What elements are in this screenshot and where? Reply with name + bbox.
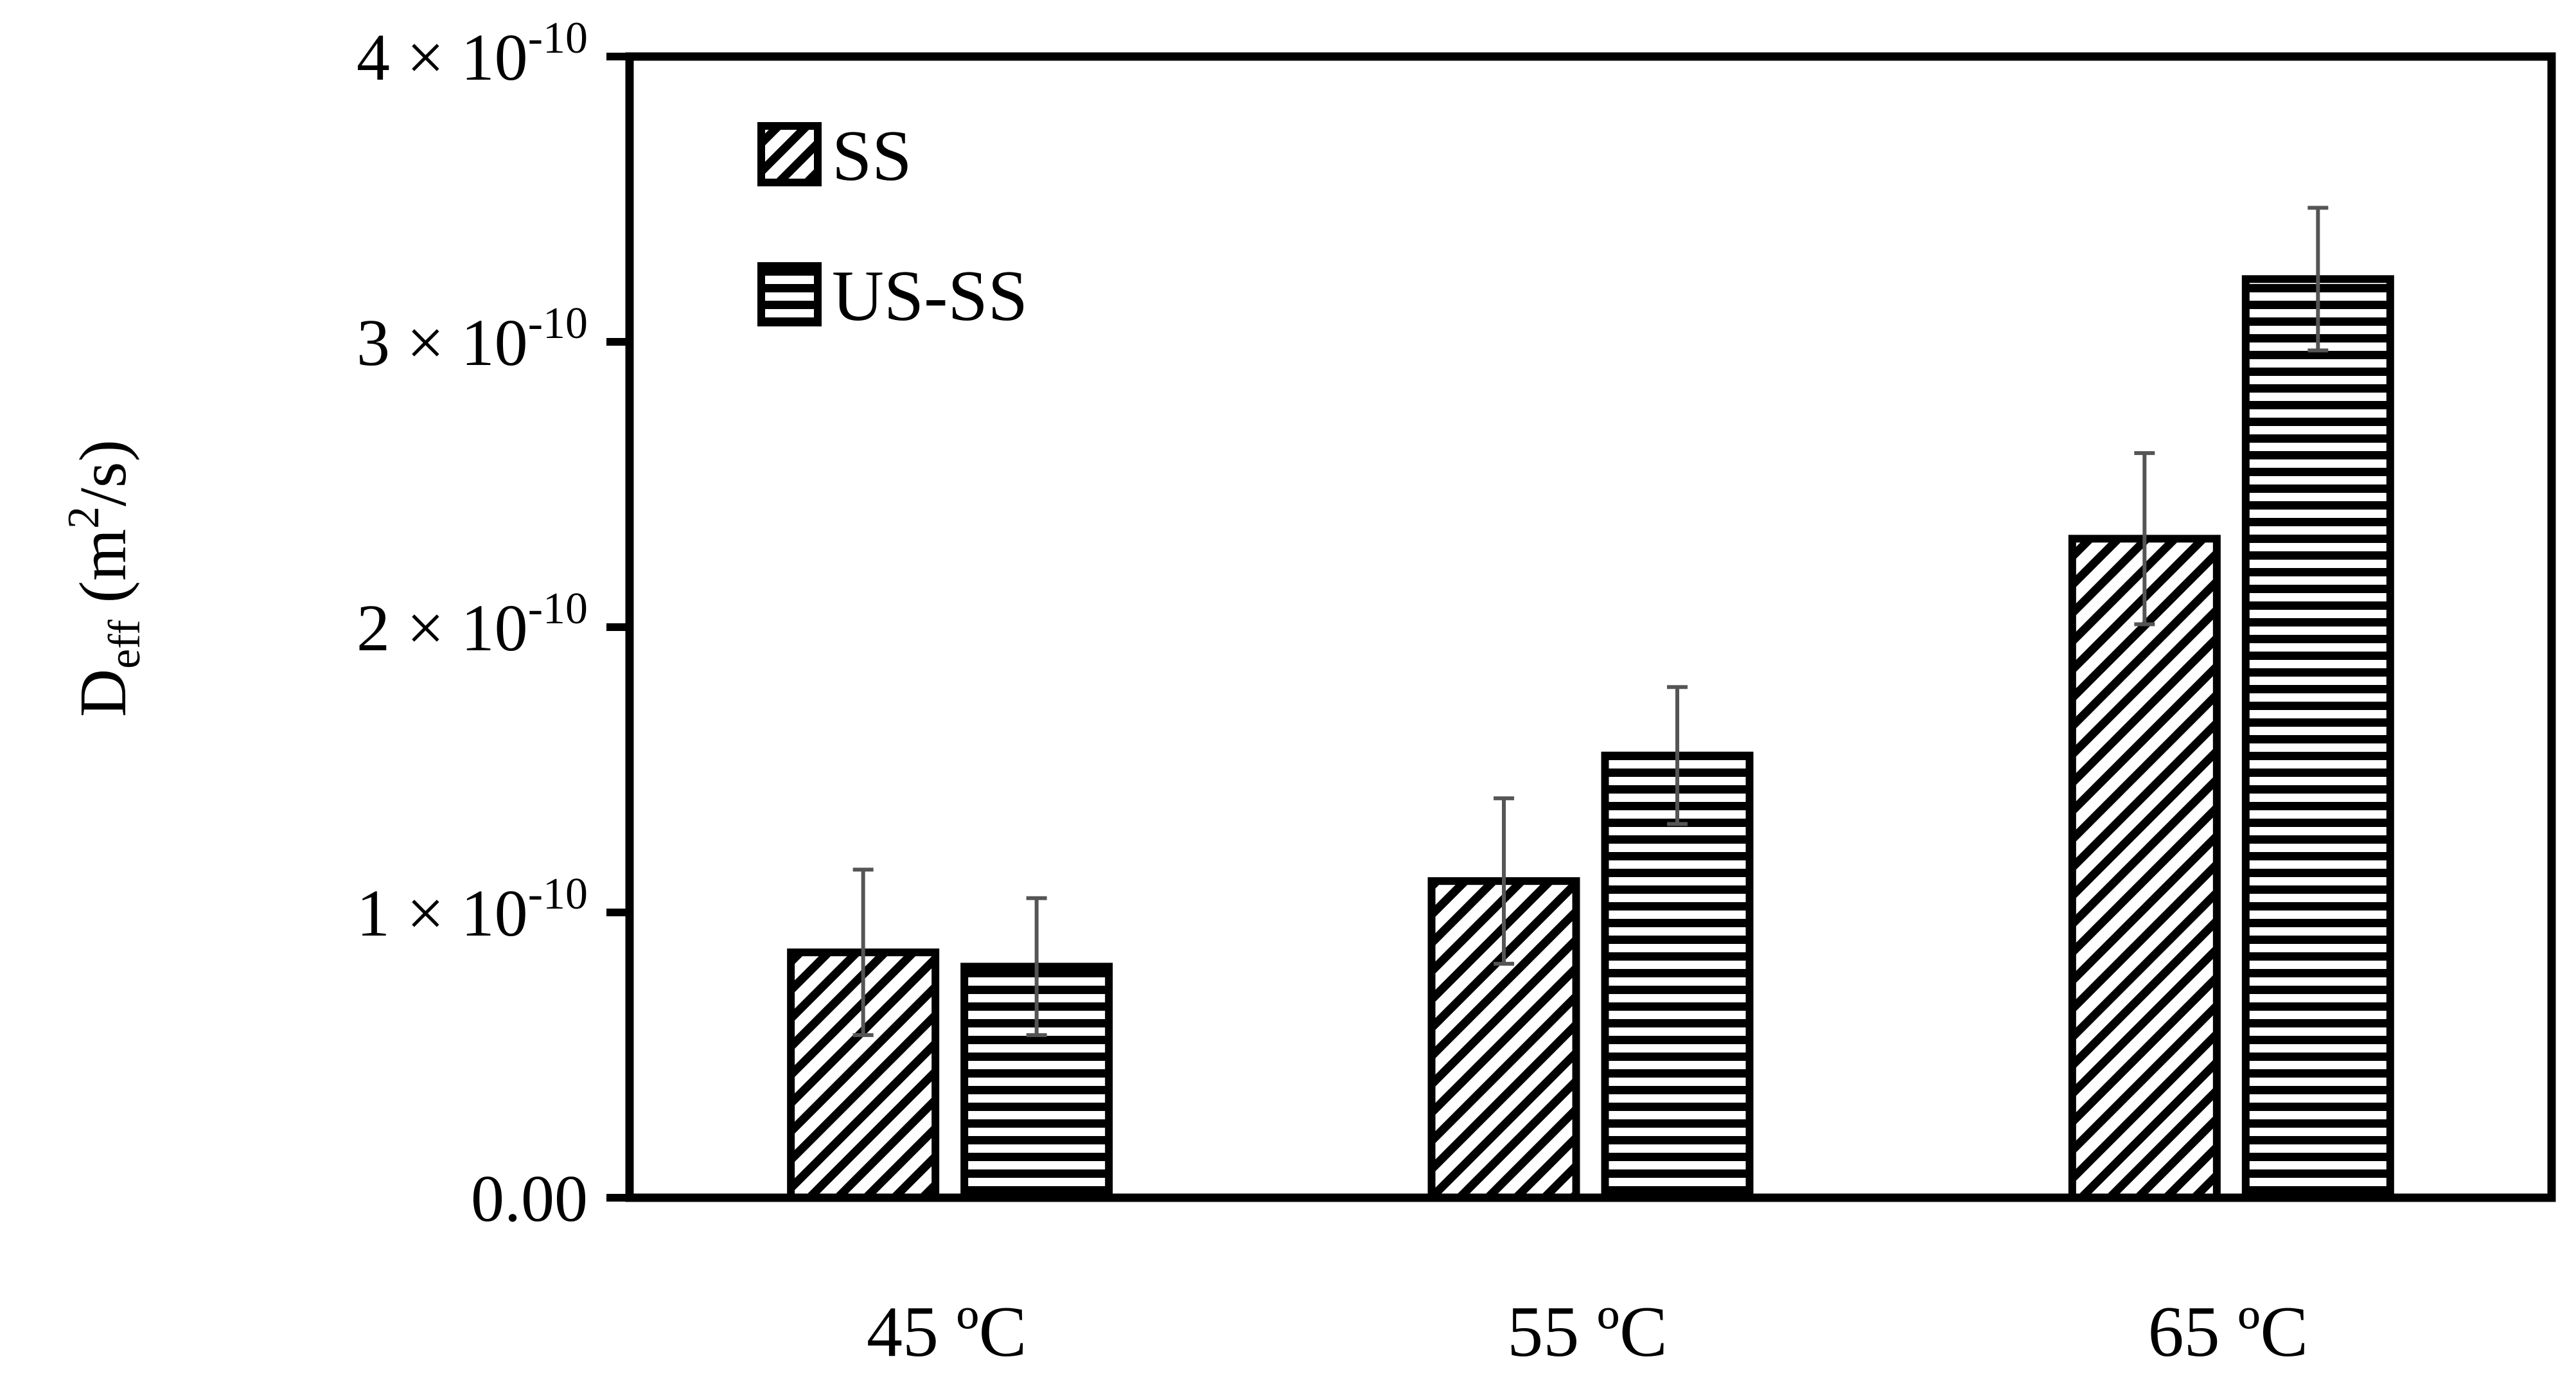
error-bar-us-ss-3 bbox=[2307, 206, 2329, 353]
y-axis-ticks bbox=[606, 53, 630, 1202]
y-tick-label-0: 0.00 bbox=[471, 1162, 588, 1236]
error-bar-ss-2 bbox=[1494, 796, 1514, 966]
bar-ss-3 bbox=[2068, 535, 2221, 1202]
legend-item-us-ss: US-SS bbox=[757, 256, 1028, 336]
y-tick-label-4: 4 × 10-10 bbox=[357, 13, 588, 94]
y-tick-mantissa: 3 × 10 bbox=[357, 306, 528, 380]
x-axis-tick-labels: 45 ºC 55 ºC 65 ºC bbox=[867, 1292, 2308, 1372]
x-tick-label-3: 65 ºC bbox=[2148, 1292, 2308, 1372]
y-tick-exponent: -10 bbox=[528, 869, 588, 919]
bars-layer bbox=[787, 275, 2394, 1202]
error-bar-us-ss-1 bbox=[1026, 896, 1047, 1037]
legend-item-ss: SS bbox=[757, 116, 912, 196]
x-tick-label-1: 45 ºC bbox=[867, 1292, 1027, 1372]
y-tick-mantissa: 1 × 10 bbox=[357, 876, 528, 950]
error-bars-layer bbox=[852, 206, 2329, 1037]
y-tick-mantissa: 2 × 10 bbox=[357, 591, 528, 665]
y-tick-exponent: -10 bbox=[528, 299, 588, 348]
legend-swatch-us-ss bbox=[757, 262, 822, 326]
y-tick-exponent: -10 bbox=[528, 13, 588, 63]
y-axis-title-main: D bbox=[66, 669, 140, 717]
y-tick-label-1: 1 × 10-10 bbox=[357, 869, 588, 950]
error-bar-ss-1 bbox=[852, 867, 874, 1037]
y-tick-label-2: 2 × 10-10 bbox=[357, 584, 588, 665]
y-tick-exponent: -10 bbox=[528, 584, 588, 634]
y-axis-tick-labels: 0.001 × 10-102 × 10-103 × 10-104 × 10-10 bbox=[357, 13, 588, 1236]
y-tick-label-3: 3 × 10-10 bbox=[357, 299, 588, 380]
error-bar-us-ss-2 bbox=[1667, 685, 1688, 826]
y-axis-title-unit: (m bbox=[66, 529, 140, 620]
y-axis-title-superscript: 2 bbox=[59, 506, 109, 529]
y-axis-title-unit-end: /s) bbox=[66, 440, 140, 506]
error-bar-ss-3 bbox=[2134, 451, 2155, 626]
bar-us-ss-2 bbox=[1601, 751, 1754, 1202]
bar-us-ss-3 bbox=[2241, 275, 2394, 1202]
legend-label-us-ss: US-SS bbox=[832, 256, 1028, 336]
y-tick-mantissa: 4 × 10 bbox=[357, 21, 528, 94]
legend-label-ss: SS bbox=[832, 116, 912, 196]
x-tick-label-2: 55 ºC bbox=[1507, 1292, 1667, 1372]
y-axis-title-subscript: eff bbox=[100, 619, 150, 669]
legend-swatch-ss bbox=[757, 122, 822, 186]
legend: SS US-SS bbox=[757, 116, 1028, 336]
y-axis-title: Deff (m2/s) bbox=[59, 440, 150, 717]
